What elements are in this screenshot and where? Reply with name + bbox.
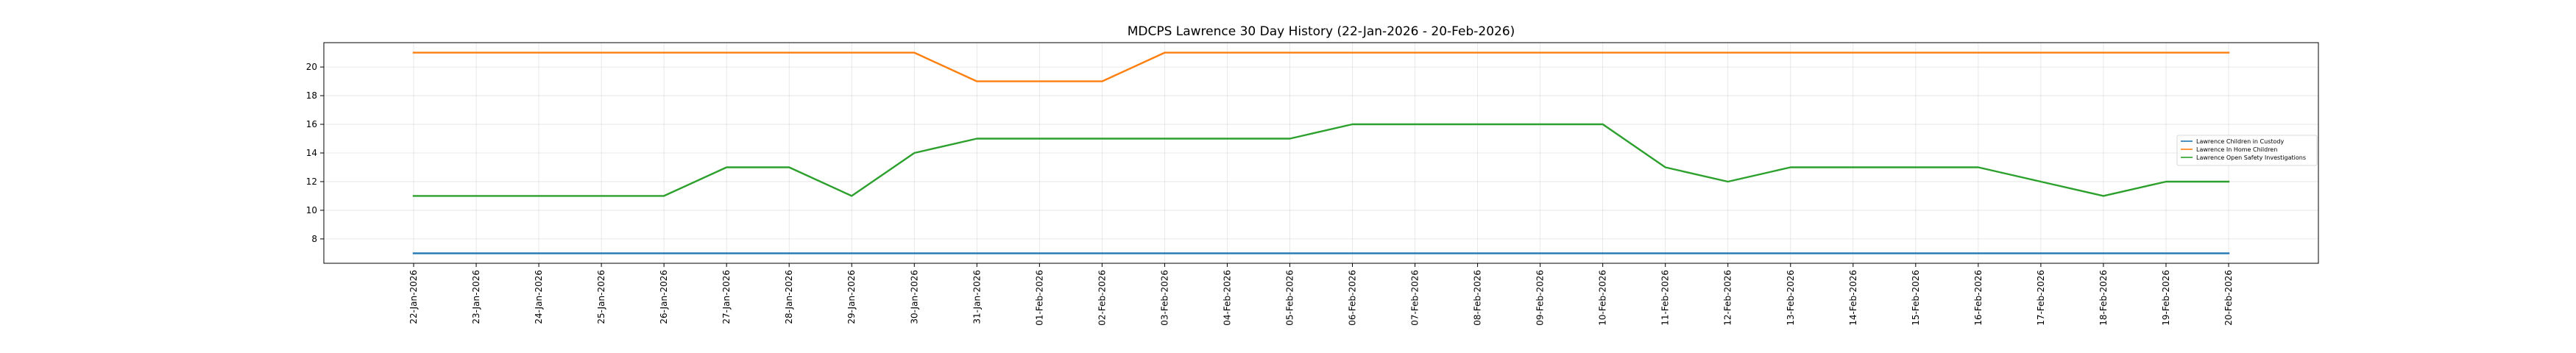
x-tick-label: 04-Feb-2026 — [1222, 270, 1232, 326]
series-line-2 — [412, 51, 2230, 82]
x-tick-label: 16-Feb-2026 — [1973, 270, 1984, 326]
x-tick-label: 24-Jan-2026 — [534, 270, 544, 324]
x-tick-label: 12-Feb-2026 — [1723, 270, 1733, 326]
x-tick-label: 19-Feb-2026 — [2161, 270, 2171, 326]
x-tick-label: 05-Feb-2026 — [1284, 270, 1295, 326]
y-tick-label: 20 — [306, 62, 317, 72]
x-tick-label: 14-Feb-2026 — [1848, 270, 1858, 326]
y-tick-label: 18 — [306, 90, 317, 101]
grid — [324, 43, 2318, 263]
x-tick-label: 07-Feb-2026 — [1410, 270, 1420, 326]
legend-label: Lawrence In Home Children — [2196, 146, 2277, 153]
x-tick-label: 13-Feb-2026 — [1786, 270, 1796, 326]
x-tick-label: 06-Feb-2026 — [1348, 270, 1358, 326]
y-tick-label: 8 — [311, 234, 317, 244]
x-tick-label: 28-Jan-2026 — [784, 270, 794, 324]
y-tick-label: 14 — [306, 148, 317, 158]
x-tick-label: 10-Feb-2026 — [1598, 270, 1608, 326]
x-tick-label: 30-Jan-2026 — [909, 270, 919, 324]
x-tick-label: 02-Feb-2026 — [1097, 270, 1107, 326]
legend-label: Lawrence Children in Custody — [2196, 138, 2284, 145]
x-tick-label: 31-Jan-2026 — [972, 270, 982, 324]
x-tick-label: 01-Feb-2026 — [1034, 270, 1044, 326]
x-tick-label: 25-Jan-2026 — [596, 270, 606, 324]
y-tick-label: 12 — [306, 176, 317, 187]
x-tick-label: 22-Jan-2026 — [408, 270, 419, 324]
y-tick-label: 16 — [306, 119, 317, 129]
x-tick-label: 23-Jan-2026 — [471, 270, 481, 324]
x-tick-label: 09-Feb-2026 — [1535, 270, 1546, 326]
series-lines — [412, 51, 2230, 254]
x-tick-label: 27-Jan-2026 — [721, 270, 732, 324]
legend-box — [2176, 135, 2318, 166]
x-tick-label: 26-Jan-2026 — [659, 270, 669, 324]
x-tick-label: 18-Feb-2026 — [2098, 270, 2109, 326]
x-tick-label: 08-Feb-2026 — [1473, 270, 1483, 326]
x-tick-label: 11-Feb-2026 — [1660, 270, 1671, 326]
x-tick-label: 29-Jan-2026 — [846, 270, 857, 324]
y-tick-label: 10 — [306, 205, 317, 215]
chart-title: MDCPS Lawrence 30 Day History (22-Jan-20… — [1128, 24, 1515, 39]
x-tick-label: 03-Feb-2026 — [1159, 270, 1170, 326]
axes: 8 10 12 14 16 18 20 22-Jan-2026 23-Jan-2026 24-Ja… — [306, 62, 2234, 326]
x-tick-label: 15-Feb-2026 — [1911, 270, 1921, 326]
x-tick-label: 20-Feb-2026 — [2223, 270, 2234, 326]
series-line-3 — [412, 123, 2230, 197]
x-tick-label: 17-Feb-2026 — [2036, 270, 2046, 326]
legend-label: Lawrence Open Safety Investigations — [2196, 154, 2306, 161]
